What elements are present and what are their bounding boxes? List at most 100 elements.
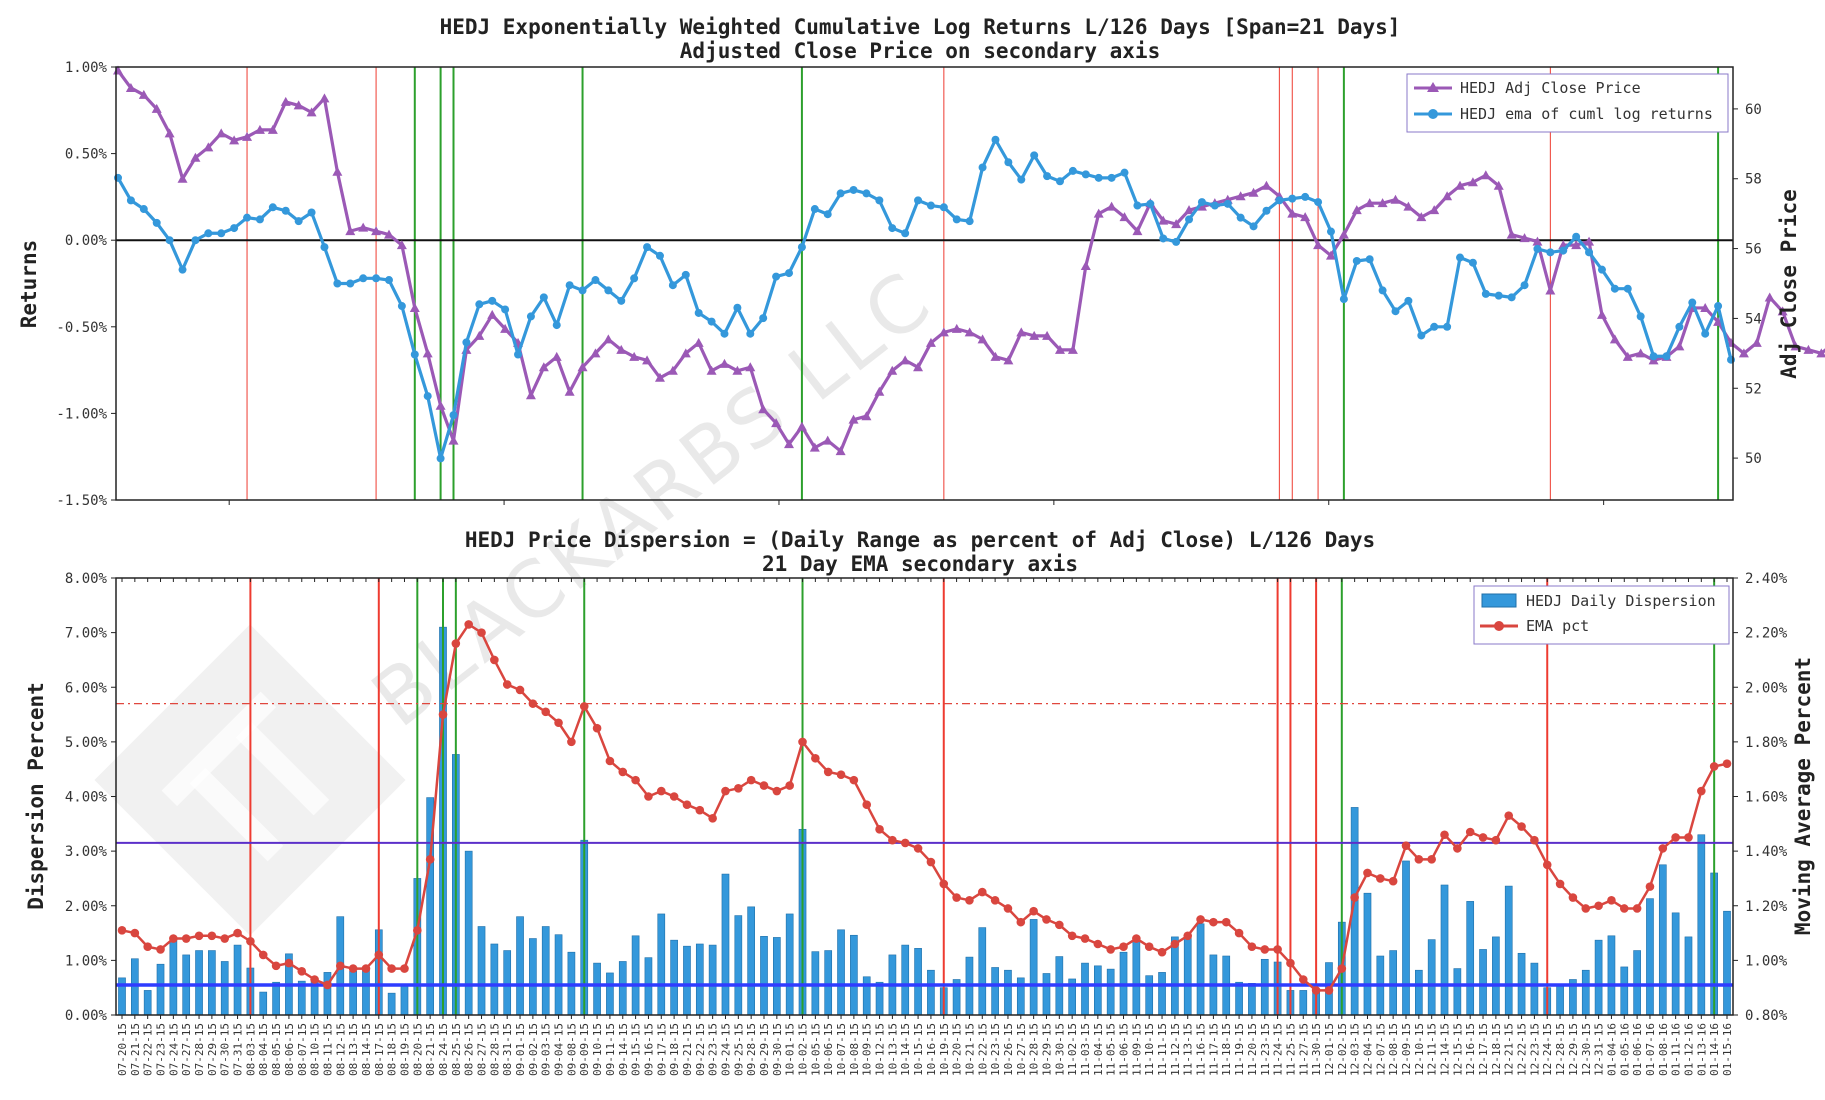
price-point (177, 173, 188, 183)
price-point (1338, 229, 1349, 239)
price-point (1545, 285, 1556, 295)
dispersion-bar (593, 962, 601, 1016)
ema-point (1610, 284, 1619, 293)
ema-point (410, 350, 419, 359)
ema-pct-point (1607, 895, 1616, 905)
ema-point (720, 329, 729, 338)
price-point (383, 229, 394, 239)
ema-point (1133, 201, 1142, 210)
dispersion-bar (143, 990, 152, 1016)
ema-pct-point (579, 702, 589, 711)
bottom-xtick-label: 10-22-15 (976, 1023, 989, 1076)
dispersion-bar (1004, 969, 1012, 1016)
bottom-xtick-label: 09-24-15 (719, 1023, 732, 1076)
bottom-ytick2-label: 2.40% (1745, 571, 1788, 587)
bottom-xtick-label: 11-19-15 (1233, 1023, 1246, 1076)
ema-pct-point (1221, 917, 1231, 927)
bottom-xtick-label: 12-07-15 (1374, 1023, 1387, 1076)
bottom-series-ema (117, 620, 1732, 995)
price-point (1429, 205, 1440, 215)
bottom-title: HEDJ Price Dispersion = (Daily Range as … (465, 528, 1375, 552)
ema-pct-point (1619, 904, 1629, 913)
bottom-xtick-label: 10-29-15 (1040, 1023, 1053, 1076)
ema-point (952, 215, 961, 224)
ema-pct-point (1530, 835, 1539, 845)
bottom-xtick-label: 01-11-16 (1670, 1023, 1683, 1076)
bottom-xtick-label: 08-10-15 (309, 1023, 322, 1076)
ema-point (552, 321, 561, 330)
bottom-xtick-label: 07-23-15 (155, 1023, 168, 1076)
ema-pct-point (143, 942, 152, 952)
top-xaxis (228, 500, 1605, 505)
bottom-xtick-label: 11-20-15 (1246, 1023, 1259, 1076)
ema-pct-point (823, 767, 833, 777)
ema-pct-point (1465, 827, 1475, 837)
bottom-xtick-label: 11-06-15 (1118, 1023, 1131, 1076)
price-point (1803, 344, 1814, 354)
dispersion-bar (1132, 939, 1141, 1016)
price-point (1364, 198, 1375, 208)
dispersion-bar (349, 970, 357, 1016)
price-point (1184, 205, 1195, 215)
ema-pct-point (1080, 934, 1090, 943)
dispersion-bar (1684, 936, 1693, 1016)
price-point (1029, 330, 1040, 340)
price-point (654, 372, 665, 382)
bottom-xtick-label: 01-13-16 (1695, 1023, 1708, 1076)
bottom-xtick-label: 10-21-15 (963, 1023, 976, 1076)
bottom-xtick-label: 08-31-15 (501, 1023, 514, 1076)
ema-point (1494, 291, 1503, 300)
dispersion-bar (1646, 898, 1654, 1016)
bottom-xtick-label: 07-21-15 (129, 1023, 142, 1076)
ema-point (914, 196, 923, 205)
price-point (784, 439, 795, 449)
ema-pct-point (1144, 942, 1154, 952)
ema-point (191, 236, 200, 245)
top-ytick2-label: 58 (1745, 172, 1762, 188)
bottom-xtick-label: 08-14-15 (360, 1023, 373, 1076)
price-point (1442, 191, 1453, 201)
ema-point (810, 205, 819, 214)
price-point (1584, 236, 1595, 246)
ema-pct-point (310, 975, 319, 984)
price-point (319, 93, 330, 103)
price-point (267, 124, 278, 134)
bottom-xtick-label: 07-24-15 (167, 1023, 180, 1076)
dispersion-bar (1620, 966, 1629, 1016)
price-point (835, 446, 846, 456)
ema-point (165, 236, 174, 245)
dispersion-bar (978, 927, 987, 1016)
bottom-xtick-label: 07-27-15 (180, 1023, 193, 1076)
price-point (1403, 201, 1414, 211)
dispersion-bar (1697, 834, 1706, 1016)
bottom-xtick-label: 12-18-15 (1490, 1023, 1503, 1076)
ema-pct-point (1170, 939, 1180, 949)
ema-pct-point (117, 926, 127, 935)
ema-point (423, 392, 432, 401)
ema-pct-point (1504, 811, 1514, 820)
price-point (1171, 219, 1182, 229)
ema-pct-point (1298, 975, 1308, 984)
bottom-xtick-label: 12-31-15 (1593, 1023, 1606, 1076)
ema-point (333, 279, 342, 288)
price-point (1287, 208, 1298, 218)
ema-point (1004, 158, 1013, 167)
price-point (977, 334, 988, 344)
bottom-ylabel-secondary: Moving Average Percent (1791, 657, 1815, 935)
bottom-xtick-label: 09-30-15 (771, 1023, 784, 1076)
dispersion-bar (387, 992, 396, 1016)
dispersion-bar (1042, 973, 1051, 1016)
bottom-xtick-label: 11-16-15 (1195, 1023, 1208, 1076)
ema-pct-point (1016, 917, 1026, 927)
price-point (138, 89, 149, 99)
bottom-xtick-label: 11-27-15 (1297, 1023, 1310, 1076)
ema-pct-point (926, 857, 936, 867)
bottom-legend: HEDJ Daily Dispersion EMA pct (1473, 585, 1730, 645)
ema-point (1662, 352, 1671, 361)
price-point (1596, 309, 1607, 319)
dispersion-bar (1029, 919, 1038, 1016)
bottom-xtick-label: 01-06-16 (1631, 1023, 1644, 1076)
ema-point (346, 279, 355, 288)
bottom-xtick-label: 10-12-15 (874, 1023, 887, 1076)
top-series-price (113, 65, 1825, 456)
